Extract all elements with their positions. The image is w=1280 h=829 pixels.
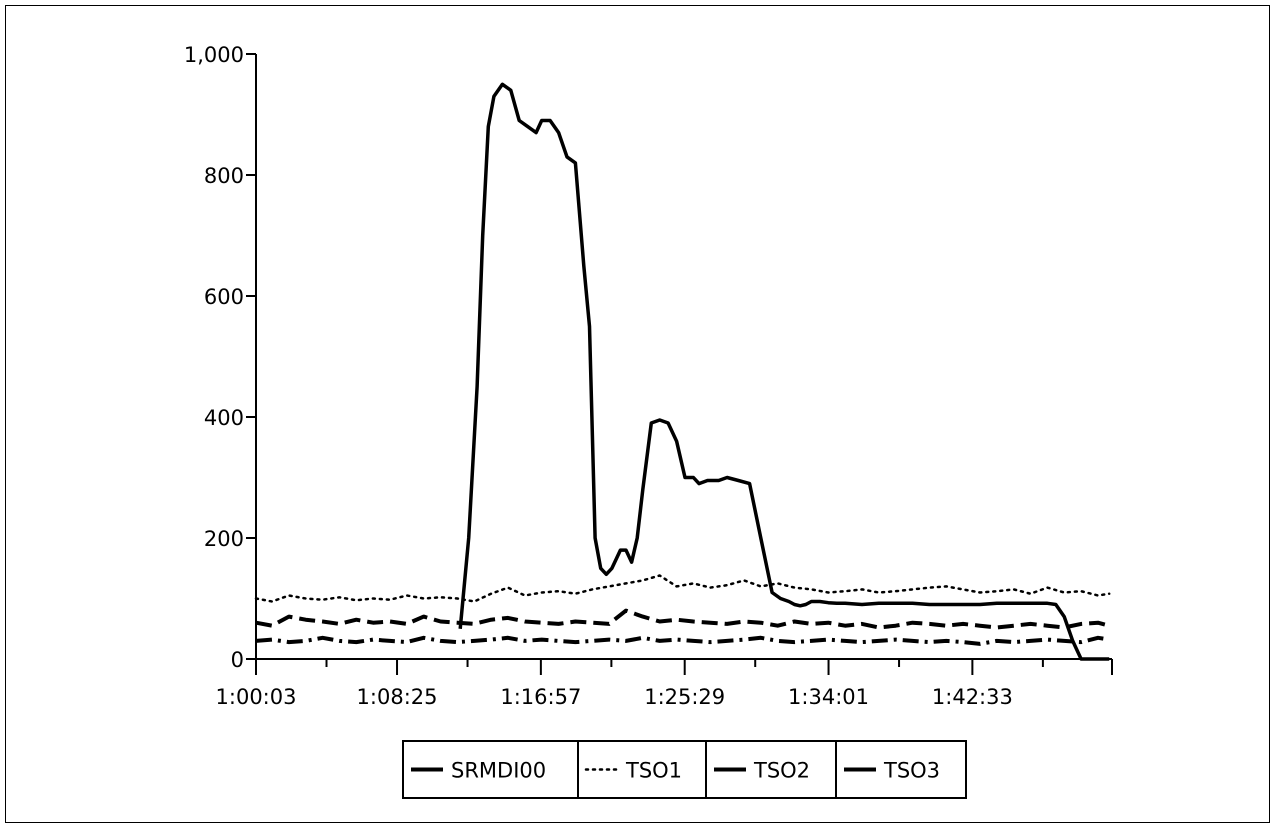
- y-tick-label: 400: [204, 406, 244, 430]
- x-tick-label: 1:34:01: [788, 685, 869, 709]
- series-layer: [254, 82, 1111, 661]
- series-line-srmdi00: [458, 82, 1110, 661]
- y-tick-label: 800: [204, 164, 244, 188]
- y-tick-label: 200: [204, 527, 244, 551]
- legend-label: TSO2: [753, 759, 810, 783]
- x-tick-label: 1:25:29: [644, 685, 725, 709]
- x-tick-label: 1:16:57: [500, 685, 581, 709]
- series-line-tso3: [255, 635, 1110, 646]
- y-tick-label: 600: [204, 285, 244, 309]
- legend-label: TSO3: [883, 759, 940, 783]
- chart-frame: [5, 5, 1270, 823]
- series-line-tso1: [254, 574, 1111, 603]
- axes: 0 200 400 600 800 1,000 1:00:03 1:08:25 1:16:57 1…: [184, 43, 1113, 709]
- y-tick-label: 0: [231, 648, 244, 672]
- legend-label: TSO1: [625, 759, 682, 783]
- x-tick-label: 1:42:33: [932, 685, 1013, 709]
- x-tick-label: 1:00:03: [216, 685, 297, 709]
- legend: SRMDI00 TSO1 TSO2 TSO3: [402, 740, 967, 799]
- y-tick-label: 1,000: [184, 43, 244, 67]
- x-tick-label: 1:08:25: [357, 685, 438, 709]
- series-line-tso2: [255, 608, 1110, 630]
- legend-label: SRMDI00: [451, 759, 546, 783]
